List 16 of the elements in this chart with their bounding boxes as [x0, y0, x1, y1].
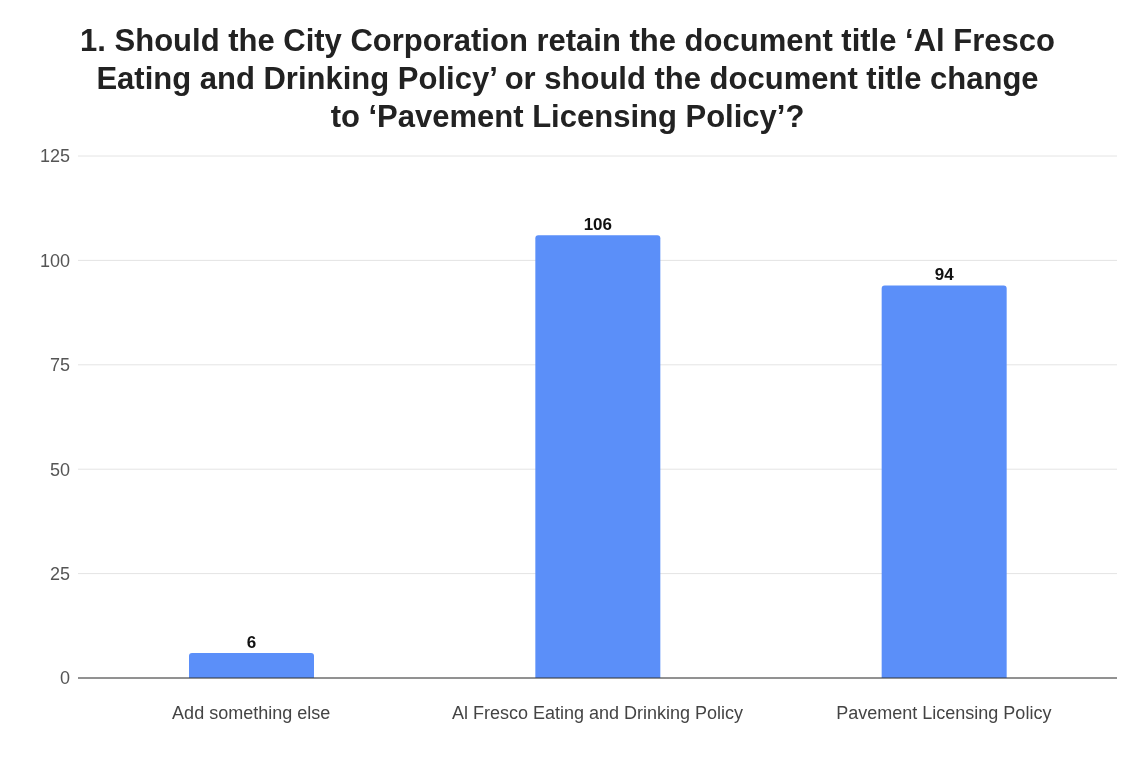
data-label: 106: [583, 215, 613, 235]
chart-title: 1. Should the City Corporation retain the document title ‘Al Fresco Eating and Drinking Policy’ or should the document title change to ‘Pavement Licensing Policy’?: [79, 22, 1056, 136]
data-label: 94: [934, 265, 955, 285]
bar: [535, 235, 661, 678]
bar: [881, 285, 1007, 678]
data-label: 6: [246, 632, 257, 652]
y-tick-label: 75: [49, 355, 70, 376]
x-tick-label: Pavement Licensing Policy: [836, 702, 1052, 723]
y-tick-label: 50: [49, 459, 70, 480]
x-tick-label: Add something else: [172, 702, 331, 723]
y-tick-label: 0: [59, 668, 70, 689]
y-tick-label: 125: [39, 146, 70, 167]
y-tick-label: 25: [49, 563, 70, 584]
bar: [189, 652, 314, 678]
y-tick-label: 100: [39, 250, 70, 271]
x-tick-label: Al Fresco Eating and Drinking Policy: [451, 702, 744, 723]
